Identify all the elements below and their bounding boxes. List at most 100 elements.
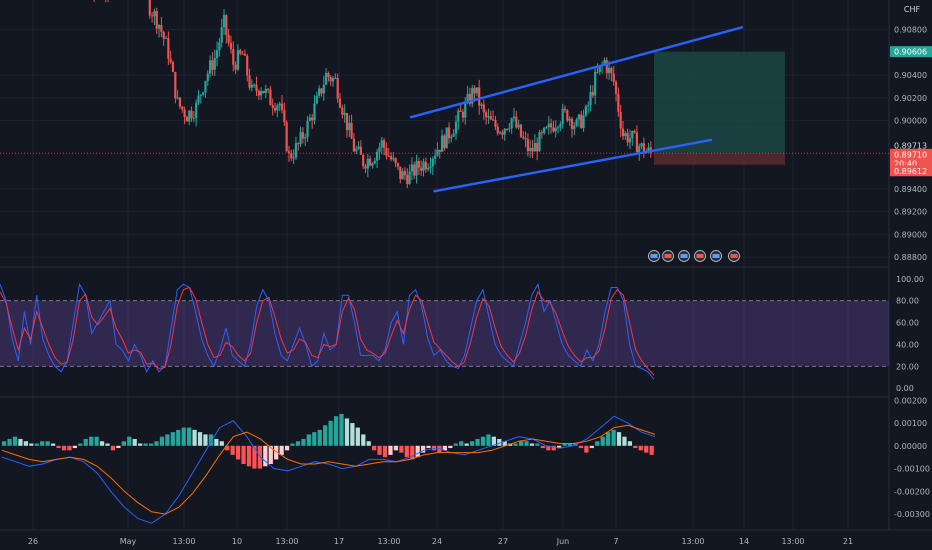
macd-histogram-bar — [339, 413, 344, 446]
macd-histogram-bar — [611, 429, 616, 446]
stochastic-pane[interactable] — [0, 282, 889, 380]
event-flag-stripe — [730, 254, 738, 258]
candle-body — [468, 93, 472, 104]
candle — [540, 129, 543, 140]
price-tag-label: 0.90606 — [894, 48, 927, 57]
candle — [151, 11, 154, 23]
candle — [612, 66, 615, 86]
candle — [401, 168, 404, 180]
candle — [320, 88, 323, 97]
candle — [587, 101, 590, 114]
time-axis-label: 17 — [334, 537, 344, 546]
candle — [447, 122, 451, 144]
candle-body — [257, 90, 260, 96]
candle — [445, 127, 448, 149]
candle-body — [610, 67, 613, 74]
candle-body — [561, 108, 564, 125]
candle-body — [417, 161, 420, 168]
candle-body — [273, 107, 277, 111]
candle-body — [508, 128, 511, 130]
macd-histogram-bar — [23, 441, 29, 446]
macd-histogram-bar — [622, 436, 627, 446]
candle-body — [371, 163, 374, 166]
candle-body — [568, 118, 571, 121]
candle — [385, 142, 388, 160]
candle-body — [480, 104, 483, 106]
macd-histogram-bar — [638, 445, 643, 451]
candle-body — [633, 130, 636, 133]
candle-body — [280, 103, 284, 110]
candle — [299, 126, 302, 148]
candle — [471, 84, 474, 108]
stochastic-tick-label: 100.00 — [896, 275, 924, 284]
candle — [188, 109, 191, 126]
macd-histogram-bar — [72, 445, 77, 449]
candle — [250, 79, 253, 92]
candle — [396, 162, 400, 171]
macd-pane[interactable] — [1, 413, 656, 524]
price-tag-bg — [890, 157, 932, 169]
macd-histogram-bar — [469, 441, 475, 446]
macd-histogram-bar — [415, 445, 420, 458]
macd-histogram-bar — [323, 425, 328, 446]
macd-histogram-bar — [263, 445, 268, 467]
macd-histogram-bar — [421, 445, 426, 453]
macd-tick-label: -0.00300 — [894, 510, 930, 519]
candle-body — [471, 87, 474, 104]
candle — [422, 158, 425, 177]
candle — [153, 8, 156, 25]
macd-histogram-bar — [257, 445, 262, 469]
macd-histogram-bar — [535, 443, 540, 446]
candle — [343, 104, 346, 123]
macd-histogram-bar — [453, 443, 458, 446]
candle — [148, 0, 151, 19]
macd-histogram-bar — [557, 445, 562, 449]
event-flag-icon — [648, 250, 660, 262]
candle-body — [647, 147, 650, 151]
candle-body — [271, 105, 274, 108]
candle — [280, 95, 284, 114]
candle-body — [266, 88, 270, 90]
candle-body — [512, 116, 516, 119]
macd-histogram-bar — [377, 445, 382, 455]
stochastic-tick-label: 40.00 — [896, 340, 919, 349]
candle-body — [642, 143, 645, 154]
candle — [355, 145, 358, 155]
time-axis-label: 10 — [232, 537, 242, 546]
macd-histogram-bar — [524, 441, 529, 446]
candle — [436, 142, 439, 157]
candle-body — [559, 124, 562, 128]
candle — [253, 83, 256, 88]
candle-body — [206, 73, 209, 81]
candle-body — [162, 31, 165, 39]
candle — [199, 94, 202, 104]
candle — [478, 79, 481, 115]
macd-histogram-bar — [203, 434, 208, 446]
time-axis-label: 27 — [498, 537, 508, 546]
macd-histogram-bar — [448, 445, 453, 449]
candle-body — [185, 116, 189, 122]
candle-body — [357, 146, 360, 149]
event-flag-stripe — [680, 254, 688, 258]
macd-histogram-bar — [67, 445, 72, 451]
candle — [454, 115, 458, 141]
macd-histogram-bar — [366, 441, 371, 446]
candle — [202, 91, 205, 97]
stochastic-tick-label: 60.00 — [896, 319, 919, 328]
candle-body — [394, 158, 397, 164]
candle — [262, 90, 265, 94]
macd-histogram-bar — [595, 441, 600, 446]
macd-histogram-bar — [18, 438, 23, 446]
position-loss-zone — [654, 153, 785, 165]
candle-body — [431, 158, 434, 167]
candle-body — [640, 143, 643, 147]
candle-body — [543, 127, 546, 134]
price-pane[interactable] — [0, 0, 889, 262]
time-axis-label: 21 — [843, 537, 853, 546]
candle-body — [299, 132, 302, 145]
candle — [334, 73, 337, 79]
macd-histogram-bar — [241, 445, 246, 464]
candle-body — [322, 84, 325, 94]
macd-histogram-bar — [328, 420, 333, 446]
